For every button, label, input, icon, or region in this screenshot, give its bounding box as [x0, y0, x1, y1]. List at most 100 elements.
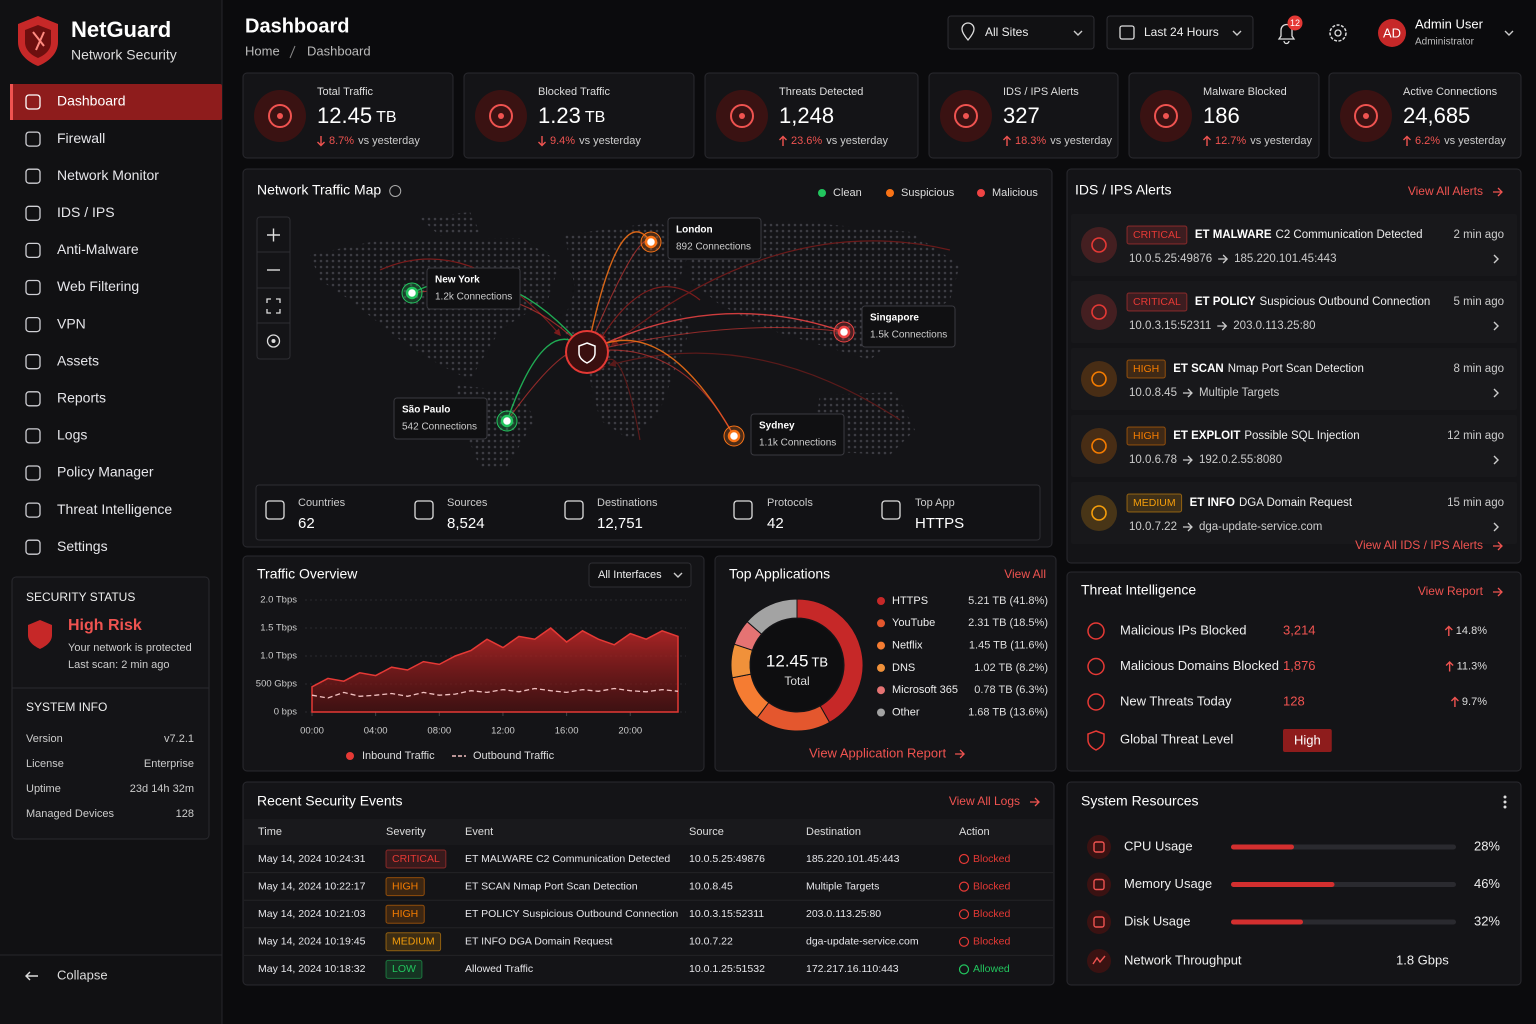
severity-badge-bg — [1126, 292, 1188, 312]
card-link[interactable]: View Report — [1418, 584, 1484, 598]
kebab-dot[interactable] — [1503, 800, 1507, 804]
alert-icon-bg — [1081, 495, 1117, 531]
kpi-note: vs yesterday — [1050, 135, 1112, 147]
nav-item[interactable]: Web Filtering — [57, 278, 139, 294]
cell: 10.0.5.25:49876 — [689, 853, 765, 865]
alert-row[interactable] — [1071, 214, 1517, 276]
alert-icon — [1091, 237, 1107, 253]
alert-time: 8 min ago — [1453, 363, 1504, 375]
app-name: YouTube — [892, 617, 935, 629]
app-name: Netflix — [892, 640, 923, 652]
kebab-dot[interactable] — [1503, 795, 1507, 799]
zoom-in[interactable] — [267, 228, 280, 242]
row-value: 128 — [1283, 693, 1305, 708]
chevron — [673, 572, 683, 578]
alert-row[interactable] — [1071, 415, 1517, 477]
donut-segment — [746, 598, 798, 635]
trend-arrow — [1403, 135, 1411, 146]
location-marker[interactable] — [405, 286, 419, 300]
kpi-label: Threats Detected — [779, 86, 863, 98]
nav-item[interactable]: IDS / IPS — [57, 204, 115, 220]
notification-badge — [1287, 15, 1303, 31]
nav-item[interactable]: Settings — [57, 538, 108, 554]
location-connections: 1.1k Connections — [759, 438, 836, 449]
alert-row[interactable] — [1071, 348, 1517, 410]
card-link[interactable]: View All Logs — [949, 794, 1020, 808]
y-tick-label: 0 bps — [274, 707, 297, 718]
alert-row[interactable] — [1071, 482, 1517, 544]
location-marker[interactable] — [727, 429, 741, 443]
alert-icon-bg — [1081, 294, 1117, 330]
fullscreen[interactable] — [266, 298, 281, 314]
card-title: Traffic Overview — [257, 566, 358, 582]
card-link[interactable]: View All — [1004, 567, 1046, 581]
card-link[interactable]: View All Alerts — [1408, 184, 1483, 198]
alert-code: ET SCAN — [1173, 363, 1223, 375]
donut-hole — [751, 619, 843, 711]
legend-label: Outbound Traffic — [473, 750, 555, 762]
map-landmass — [420, 212, 480, 236]
alert-time: 15 min ago — [1447, 497, 1504, 509]
collapse-button[interactable]: Collapse — [57, 967, 108, 982]
nav-icon — [25, 168, 41, 184]
kpi-note: vs yesterday — [1250, 135, 1312, 147]
kpi-icon-dot — [963, 113, 969, 119]
nav-item[interactable]: Anti-Malware — [57, 241, 139, 257]
nav-item[interactable]: VPN — [57, 315, 86, 331]
nav-item[interactable]: Firewall — [57, 130, 105, 146]
location-connections: 1.2k Connections — [435, 292, 512, 303]
nav-item[interactable]: Threat Intelligence — [57, 501, 172, 517]
donut-total: 12.45 — [766, 651, 809, 670]
alert-code: ET POLICY — [1195, 296, 1256, 308]
nav-item[interactable]: Dashboard — [57, 93, 126, 109]
nav-item[interactable]: Policy Manager — [57, 464, 154, 480]
alert-icon-bg — [1081, 428, 1117, 464]
sysinfo-value: 23d 14h 32m — [130, 783, 194, 795]
filter-dropdown[interactable] — [947, 15, 1095, 50]
notification-count: 12 — [1290, 18, 1300, 28]
location-marker[interactable] — [644, 235, 658, 249]
kpi-change: 6.2% — [1415, 135, 1440, 147]
kpi-icon — [730, 104, 754, 128]
nav-item[interactable]: Assets — [57, 352, 99, 368]
app-name: Microsoft 365 — [892, 684, 958, 696]
column-header: Severity — [386, 826, 426, 838]
stat-icon — [414, 500, 434, 520]
sysinfo-heading: SYSTEM INFO — [26, 700, 107, 714]
card-link[interactable]: View All IDS / IPS Alerts — [1355, 538, 1483, 552]
kpi-icon — [489, 104, 513, 128]
settings-icon[interactable] — [1329, 24, 1347, 42]
resource-label: CPU Usage — [1124, 838, 1193, 853]
x-tick-label: 20:00 — [618, 726, 642, 737]
location-marker[interactable] — [500, 414, 514, 428]
filter-dropdown[interactable] — [1106, 15, 1254, 50]
locate[interactable] — [266, 334, 281, 348]
kpi-icon — [268, 104, 292, 128]
app-value: 2.31 TB (18.5%) — [968, 617, 1048, 629]
severity-badge: CRITICAL — [1133, 229, 1181, 241]
nav-item[interactable]: Logs — [57, 427, 87, 443]
donut-unit: TB — [811, 654, 828, 669]
kpi-unit: TB — [376, 109, 396, 126]
breadcrumb-item[interactable]: Home — [245, 43, 280, 58]
chevron — [1493, 388, 1499, 398]
location-marker[interactable] — [837, 325, 851, 339]
kebab-dot[interactable] — [1503, 805, 1507, 809]
action-label: Allowed — [973, 963, 1010, 975]
outbound-line — [311, 687, 679, 699]
alert-row[interactable] — [1071, 281, 1517, 343]
legend-dot — [877, 708, 885, 717]
avatar[interactable] — [1378, 19, 1406, 47]
interface-dropdown[interactable] — [588, 562, 692, 588]
chevron — [1232, 30, 1242, 36]
card-link[interactable]: View Application Report — [809, 745, 946, 760]
row-change: 14.8% — [1456, 625, 1487, 637]
nav-item[interactable]: Reports — [57, 390, 106, 406]
alert-icon — [1091, 438, 1107, 454]
kpi-icon — [954, 104, 978, 128]
nav-item[interactable]: Network Monitor — [57, 167, 159, 183]
row-value: 3,214 — [1283, 622, 1316, 637]
bell-icon[interactable] — [1277, 23, 1296, 45]
kpi-label: IDS / IPS Alerts — [1003, 86, 1079, 98]
cell: 10.0.7.22 — [689, 936, 733, 948]
